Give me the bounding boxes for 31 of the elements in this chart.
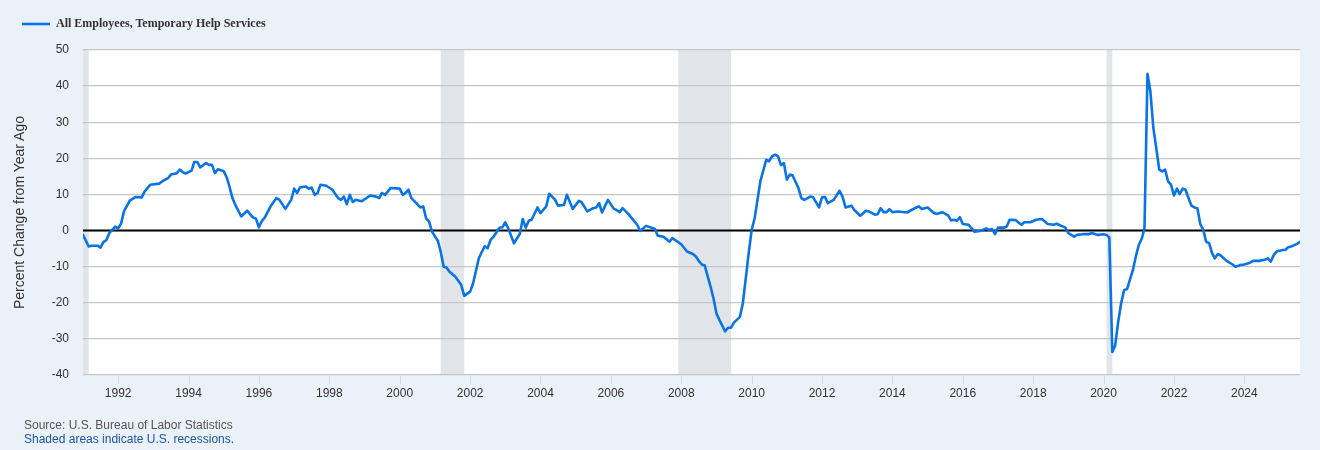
x-tick-label: 2008 [667, 385, 695, 400]
y-tick-label: 30 [55, 114, 70, 129]
y-tick-label: -40 [51, 367, 70, 382]
y-tick-label: -10 [51, 258, 70, 273]
y-tick-label: 10 [55, 186, 70, 201]
x-tick-label: 2002 [456, 385, 484, 400]
x-tick-label: 2010 [738, 385, 766, 400]
x-tick-label: 2006 [597, 385, 625, 400]
x-tick-label: 1998 [316, 385, 344, 400]
x-tick-label: 2014 [879, 385, 907, 400]
y-tick-label: 40 [55, 78, 70, 93]
x-tick-label: 2012 [808, 385, 836, 400]
y-tick-label: -20 [51, 295, 70, 310]
y-tick-label: 0 [62, 222, 70, 237]
x-tick-label: 1996 [245, 385, 273, 400]
x-tick-label: 2018 [1019, 385, 1047, 400]
x-tick-label: 2004 [527, 385, 555, 400]
x-tick-label: 1994 [175, 385, 203, 400]
y-tick-label: -30 [51, 331, 70, 346]
x-tick-label: 2000 [386, 385, 414, 400]
x-tick-label: 2024 [1230, 385, 1258, 400]
source-note: Source: U.S. Bureau of Labor Statistics [24, 418, 234, 432]
y-tick-label: 20 [55, 150, 70, 165]
legend-label: All Employees, Temporary Help Services [56, 16, 266, 31]
x-tick-label: 2022 [1160, 385, 1188, 400]
x-tick-label: 2020 [1090, 385, 1118, 400]
x-tick-label: 2016 [949, 385, 977, 400]
text: Shaded areas indicate U.S. recessions. [24, 432, 235, 446]
y-axis-title: Percent Change from Year Ago [11, 115, 28, 310]
y-tick-label: 50 [55, 42, 70, 57]
x-tick-label: 1992 [104, 385, 132, 400]
